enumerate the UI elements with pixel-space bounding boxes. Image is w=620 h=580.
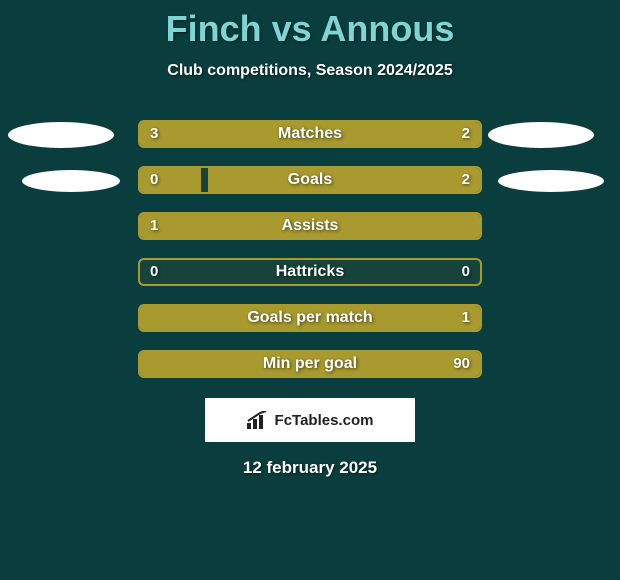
stat-label: Goals per match: [140, 306, 480, 330]
stat-value-left: 3: [150, 122, 158, 146]
stat-value-left: 0: [150, 168, 158, 192]
brand-box: FcTables.com: [205, 398, 415, 442]
stat-value-right: 0: [462, 260, 470, 284]
stat-value-left: 0: [150, 260, 158, 284]
stat-label: Matches: [140, 122, 480, 146]
stat-value-right: 2: [462, 122, 470, 146]
chart-icon: [247, 411, 269, 429]
stat-label: Hattricks: [140, 260, 480, 284]
stat-row: Hattricks0 0: [0, 258, 620, 288]
page-title: Finch vs Annous: [0, 0, 620, 50]
stat-bar: Matches3 2: [138, 120, 482, 148]
brand-text: FcTables.com: [275, 412, 374, 429]
stat-value-right: 1: [462, 306, 470, 330]
player-marker-left: [22, 170, 120, 192]
player-marker-right: [488, 122, 594, 148]
stat-value-right: 2: [462, 168, 470, 192]
stat-row: Matches3 2: [0, 120, 620, 150]
stat-label: Assists: [140, 214, 480, 238]
page-subtitle: Club competitions, Season 2024/2025: [0, 62, 620, 80]
stat-label: Goals: [140, 168, 480, 192]
date-text: 12 february 2025: [0, 458, 620, 478]
player-marker-right: [498, 170, 604, 192]
stat-row: Min per goal90: [0, 350, 620, 380]
comparison-chart: Matches32Goals02Assists1Hattricks00Goals…: [0, 120, 620, 380]
stat-row: Assists1: [0, 212, 620, 242]
stat-bar: Min per goal90: [138, 350, 482, 378]
player-marker-left: [8, 122, 114, 148]
stat-row: Goals per match1: [0, 304, 620, 334]
stat-bar: Goals0 2: [138, 166, 482, 194]
stat-bar: Hattricks0 0: [138, 258, 482, 286]
stat-value-right: 90: [453, 352, 470, 376]
stat-label: Min per goal: [140, 352, 480, 376]
stat-value-left: 1: [150, 214, 158, 238]
stat-bar: Assists1: [138, 212, 482, 240]
stat-bar: Goals per match1: [138, 304, 482, 332]
stat-row: Goals0 2: [0, 166, 620, 196]
